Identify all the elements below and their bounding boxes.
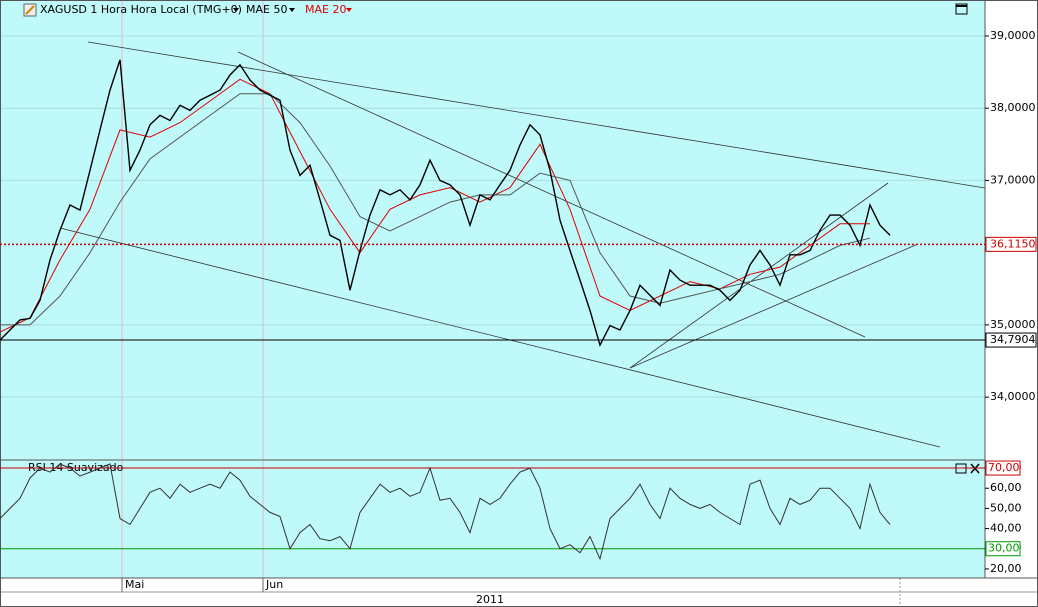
level-label-box	[985, 460, 1021, 476]
indicator-title[interactable]: RSI 14 Suavizado	[28, 461, 124, 474]
y-tick-label: 20,00	[990, 562, 1022, 575]
trend-line	[629, 182, 889, 369]
maximize-button[interactable]	[955, 3, 968, 15]
dropdown-arrow[interactable]	[289, 8, 295, 12]
y-tick-label: 37,0000	[990, 173, 1036, 186]
x-tick-label: Jun	[265, 578, 283, 591]
level-label: 30,00	[988, 542, 1020, 555]
dropdown-arrow[interactable]	[233, 8, 239, 12]
legend-entry[interactable]: MAE 50	[246, 3, 287, 16]
symbol-title[interactable]: XAGUSD 1 Hora Hora Local (TMG+0)	[40, 3, 242, 16]
x-axis-label: 2011	[476, 593, 504, 606]
trend-line	[59, 227, 941, 448]
y-tick-label: 35,0000	[990, 318, 1036, 331]
trend-line	[237, 51, 866, 338]
rsi-panel	[0, 460, 985, 578]
y-tick-label: 38,0000	[990, 101, 1036, 114]
price-label-box	[985, 236, 1037, 252]
series-line	[0, 93, 871, 326]
y-tick-label: 40,00	[990, 522, 1022, 535]
trend-line	[87, 41, 986, 189]
symbol-icon	[25, 5, 35, 15]
price-label-box	[985, 332, 1037, 348]
price-label: 36,1150	[990, 237, 1036, 250]
price-label: 34,7904	[990, 333, 1036, 346]
level-label-box	[985, 541, 1021, 557]
level-label: 70,00	[988, 461, 1020, 474]
y-tick-label: 39,0000	[990, 29, 1036, 42]
y-tick-label: 34,0000	[990, 390, 1036, 403]
dropdown-arrow[interactable]	[346, 8, 352, 12]
grid	[0, 0, 985, 578]
trend-line	[629, 243, 919, 369]
x-tick-label: Mai	[125, 578, 144, 591]
series-line	[0, 59, 891, 347]
series-line	[0, 463, 891, 561]
y-tick-label: 50,00	[990, 501, 1022, 514]
price-axis	[985, 0, 1038, 578]
main-panel	[0, 0, 985, 460]
y-tick-label: 60,00	[990, 481, 1022, 494]
legend-entry[interactable]: MAE 20	[305, 3, 346, 16]
header: XAGUSD 1 Hora Hora Local (TMG+0) MAE 50 …	[23, 3, 968, 17]
